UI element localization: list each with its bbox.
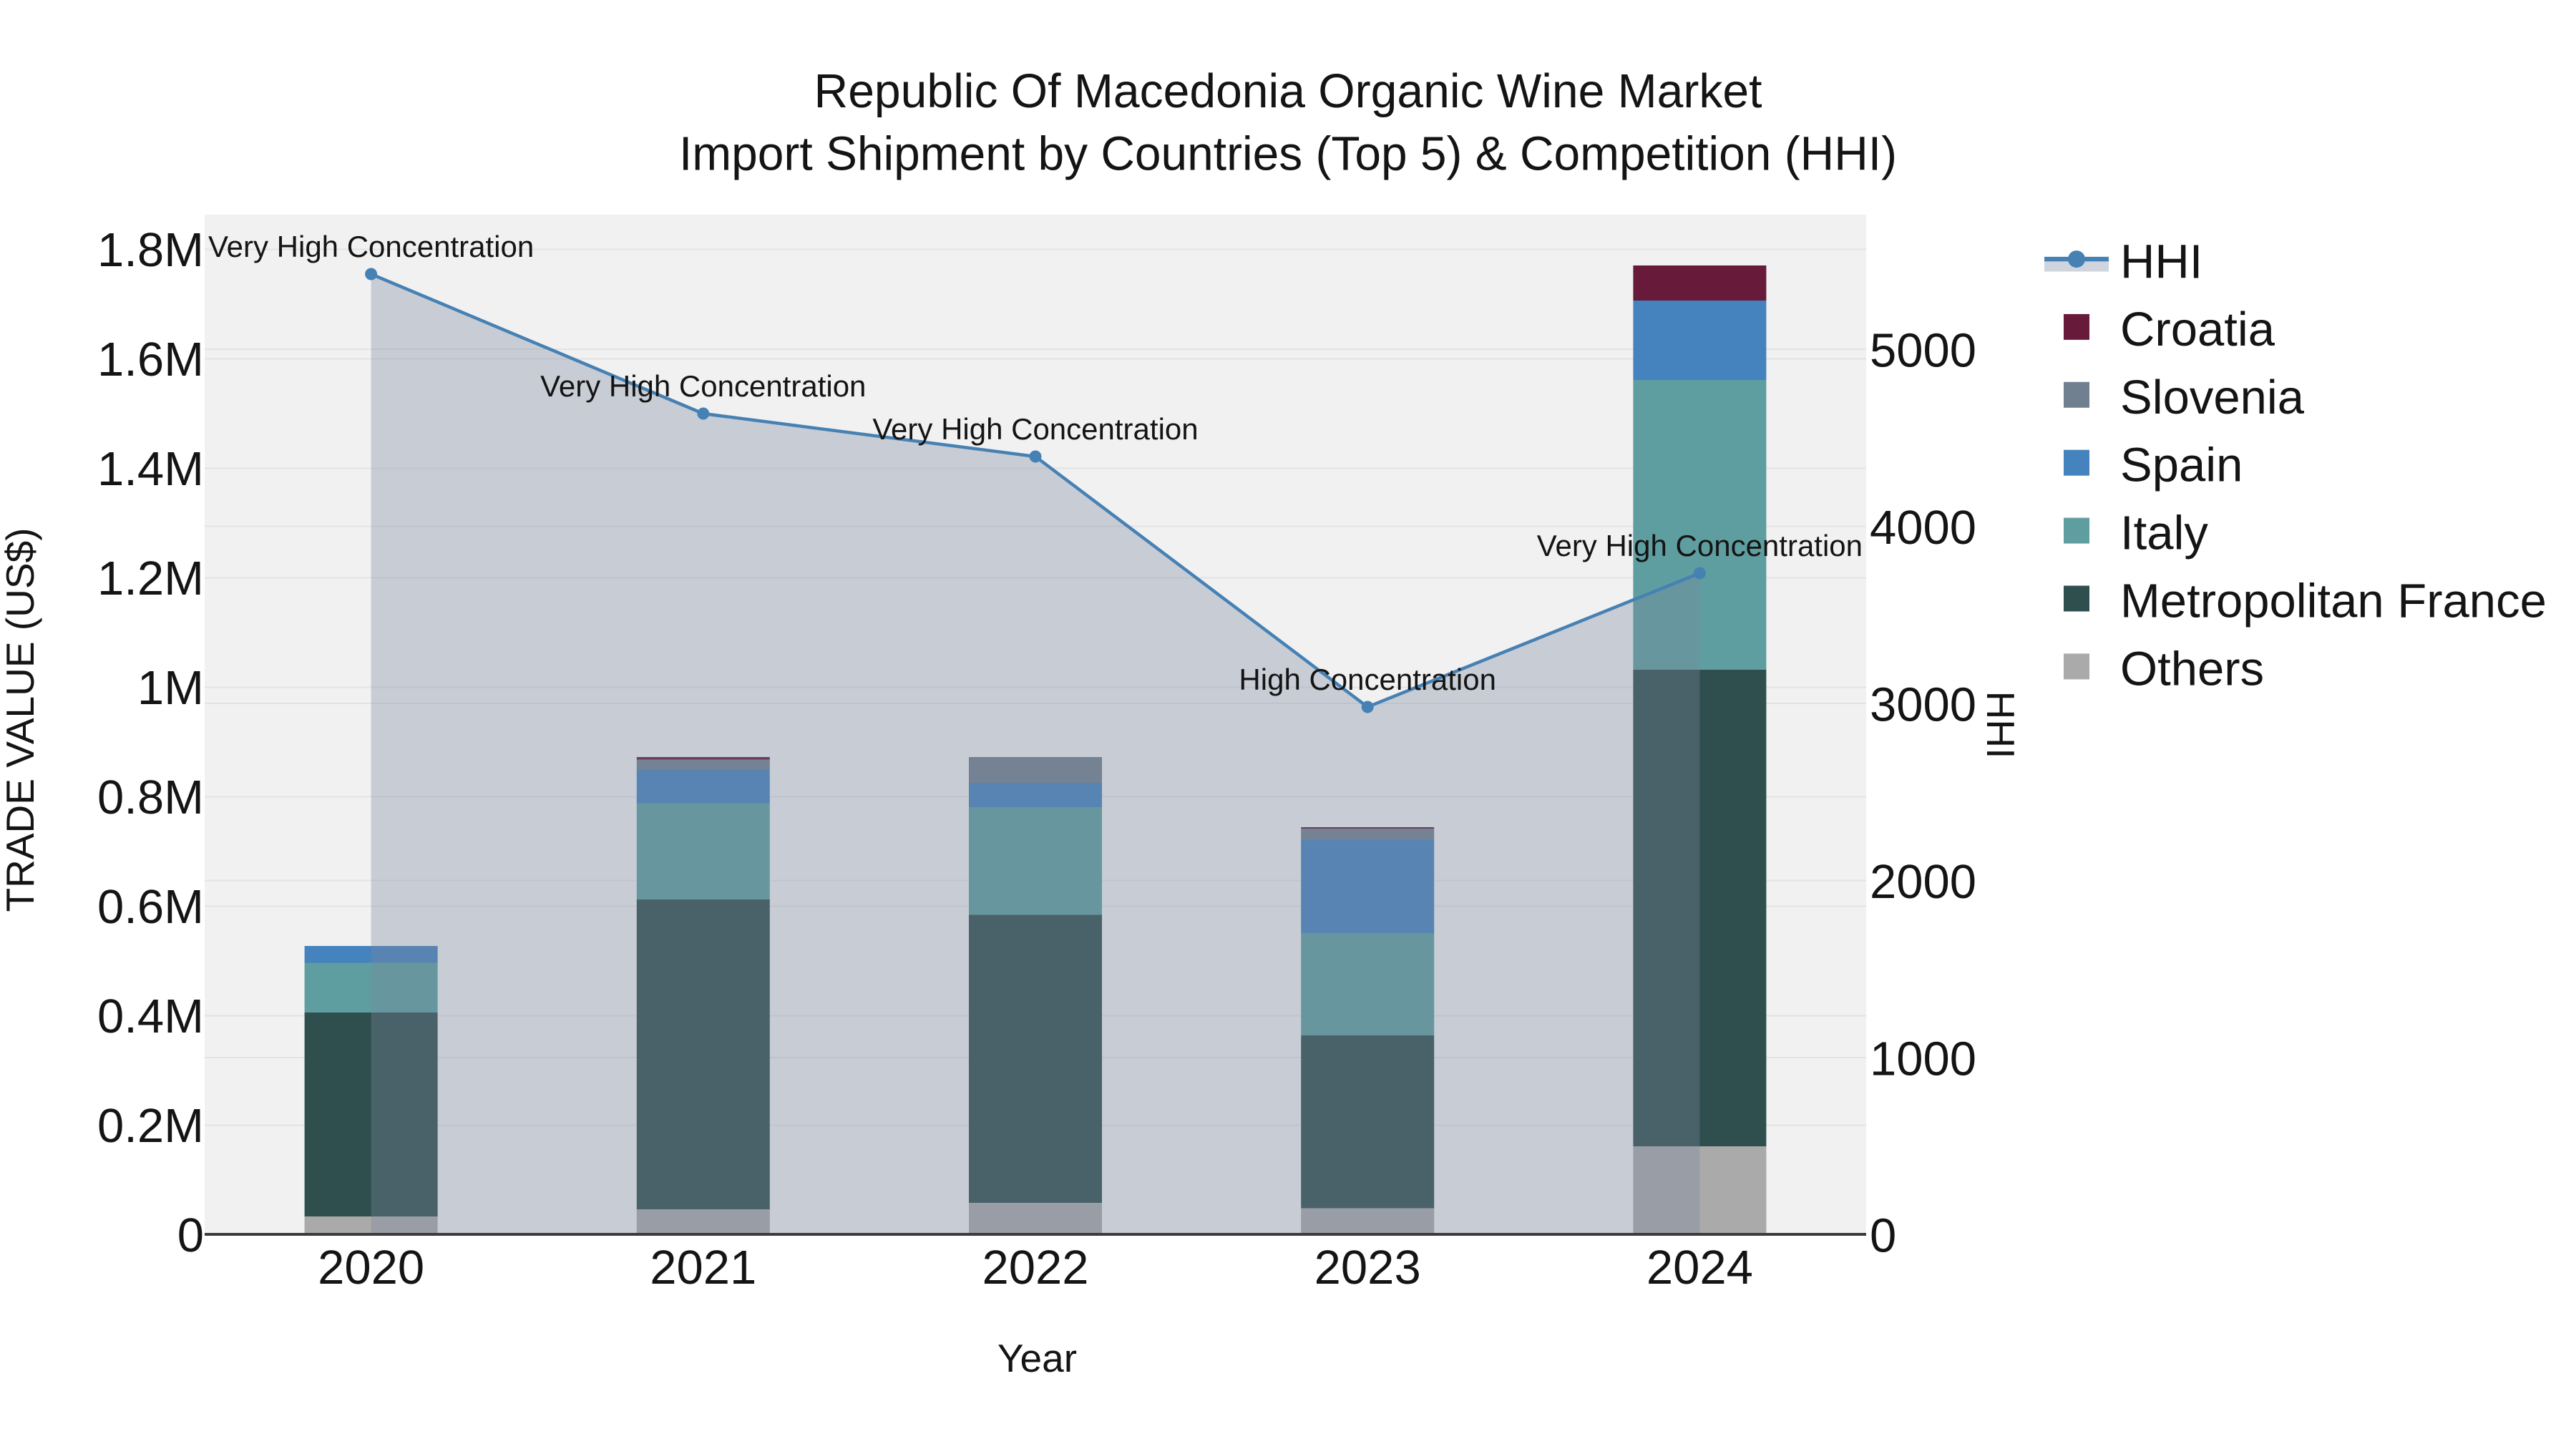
svg-text:2024: 2024 [1646, 1241, 1753, 1294]
svg-text:Very High Concentration: Very High Concentration [208, 230, 534, 263]
svg-text:0: 0 [1870, 1209, 1896, 1263]
svg-text:Metropolitan France: Metropolitan France [2120, 575, 2547, 628]
svg-text:Very High Concentration: Very High Concentration [540, 369, 866, 403]
svg-text:2023: 2023 [1314, 1241, 1421, 1294]
svg-text:5000: 5000 [1870, 324, 1976, 378]
svg-text:3000: 3000 [1870, 678, 1976, 732]
svg-text:0.8M: 0.8M [97, 771, 204, 824]
svg-text:2020: 2020 [318, 1241, 424, 1294]
svg-text:2000: 2000 [1870, 855, 1976, 909]
svg-text:TRADE VALUE (US$): TRADE VALUE (US$) [0, 528, 42, 912]
svg-text:Others: Others [2120, 642, 2264, 696]
svg-text:Very High Concentration: Very High Concentration [1537, 529, 1863, 562]
svg-text:High Concentration: High Concentration [1239, 663, 1496, 696]
svg-text:1.2M: 1.2M [97, 552, 204, 605]
svg-text:1.8M: 1.8M [97, 223, 204, 277]
svg-text:1M: 1M [137, 661, 204, 715]
svg-text:Republic Of Macedonia Organic: Republic Of Macedonia Organic Wine Marke… [814, 64, 1762, 118]
svg-text:0: 0 [177, 1209, 204, 1262]
svg-text:Very High Concentration: Very High Concentration [872, 412, 1198, 446]
svg-text:Import Shipment by Countries (: Import Shipment by Countries (Top 5) & C… [679, 127, 1897, 180]
svg-text:2022: 2022 [982, 1241, 1088, 1294]
svg-text:0.6M: 0.6M [97, 880, 204, 934]
svg-text:Croatia: Croatia [2120, 303, 2275, 356]
svg-text:1000: 1000 [1870, 1033, 1976, 1086]
svg-text:Italy: Italy [2120, 507, 2208, 560]
svg-text:2021: 2021 [650, 1241, 756, 1294]
svg-text:Spain: Spain [2120, 439, 2243, 492]
svg-text:0.2M: 0.2M [97, 1099, 204, 1153]
svg-text:Year: Year [997, 1336, 1077, 1380]
svg-text:4000: 4000 [1870, 501, 1976, 555]
svg-text:HHI: HHI [1979, 691, 2023, 759]
svg-text:1.4M: 1.4M [97, 442, 204, 496]
svg-text:1.6M: 1.6M [97, 333, 204, 386]
svg-text:0.4M: 0.4M [97, 990, 204, 1043]
svg-text:Slovenia: Slovenia [2120, 371, 2305, 424]
svg-text:HHI: HHI [2120, 235, 2202, 288]
